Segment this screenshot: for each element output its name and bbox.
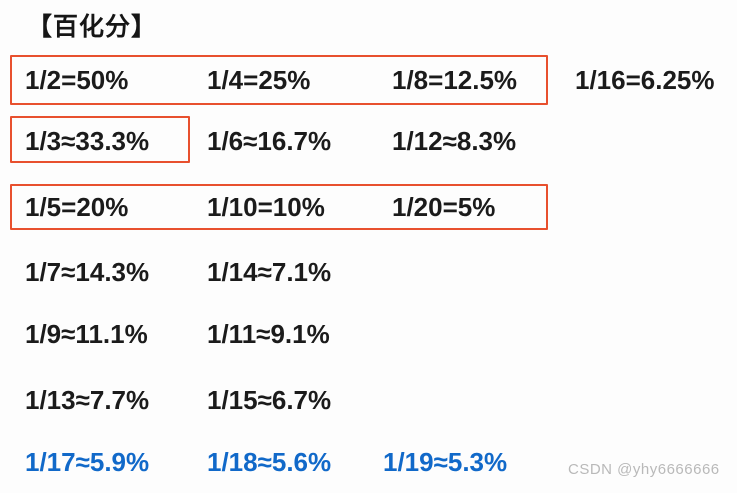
formula-1-16: 1/16=6.25% (575, 65, 715, 95)
formula-1-5: 1/5=20% (25, 192, 129, 222)
page-title: 【百化分】 (27, 13, 158, 41)
formula-1-17: 1/17≈5.9% (25, 447, 150, 477)
formula-1-13: 1/13≈7.7% (25, 385, 150, 415)
formula-1-20: 1/20=5% (392, 192, 496, 222)
formula-1-2: 1/2=50% (25, 65, 129, 95)
formula-1-11: 1/11≈9.1% (207, 319, 330, 349)
formula-1-14: 1/14≈7.1% (207, 257, 332, 287)
highlight-box-fifths-row (10, 184, 548, 230)
formula-1-9: 1/9≈11.1% (25, 319, 148, 349)
formula-1-7: 1/7≈14.3% (25, 257, 150, 287)
formula-1-10: 1/10=10% (207, 192, 325, 222)
formula-1-19: 1/19≈5.3% (383, 447, 508, 477)
formula-1-6: 1/6≈16.7% (207, 126, 332, 156)
formula-1-4: 1/4=25% (207, 65, 311, 95)
formula-1-18: 1/18≈5.6% (207, 447, 332, 477)
formula-1-15: 1/15≈6.7% (207, 385, 332, 415)
highlight-box-one-third (10, 116, 190, 163)
watermark: CSDN @yhy6666666 (568, 461, 720, 478)
formula-1-3: 1/3≈33.3% (25, 126, 150, 156)
highlight-box-halves-row (10, 55, 548, 105)
formula-1-8: 1/8=12.5% (392, 65, 518, 95)
formula-1-12: 1/12≈8.3% (392, 126, 517, 156)
